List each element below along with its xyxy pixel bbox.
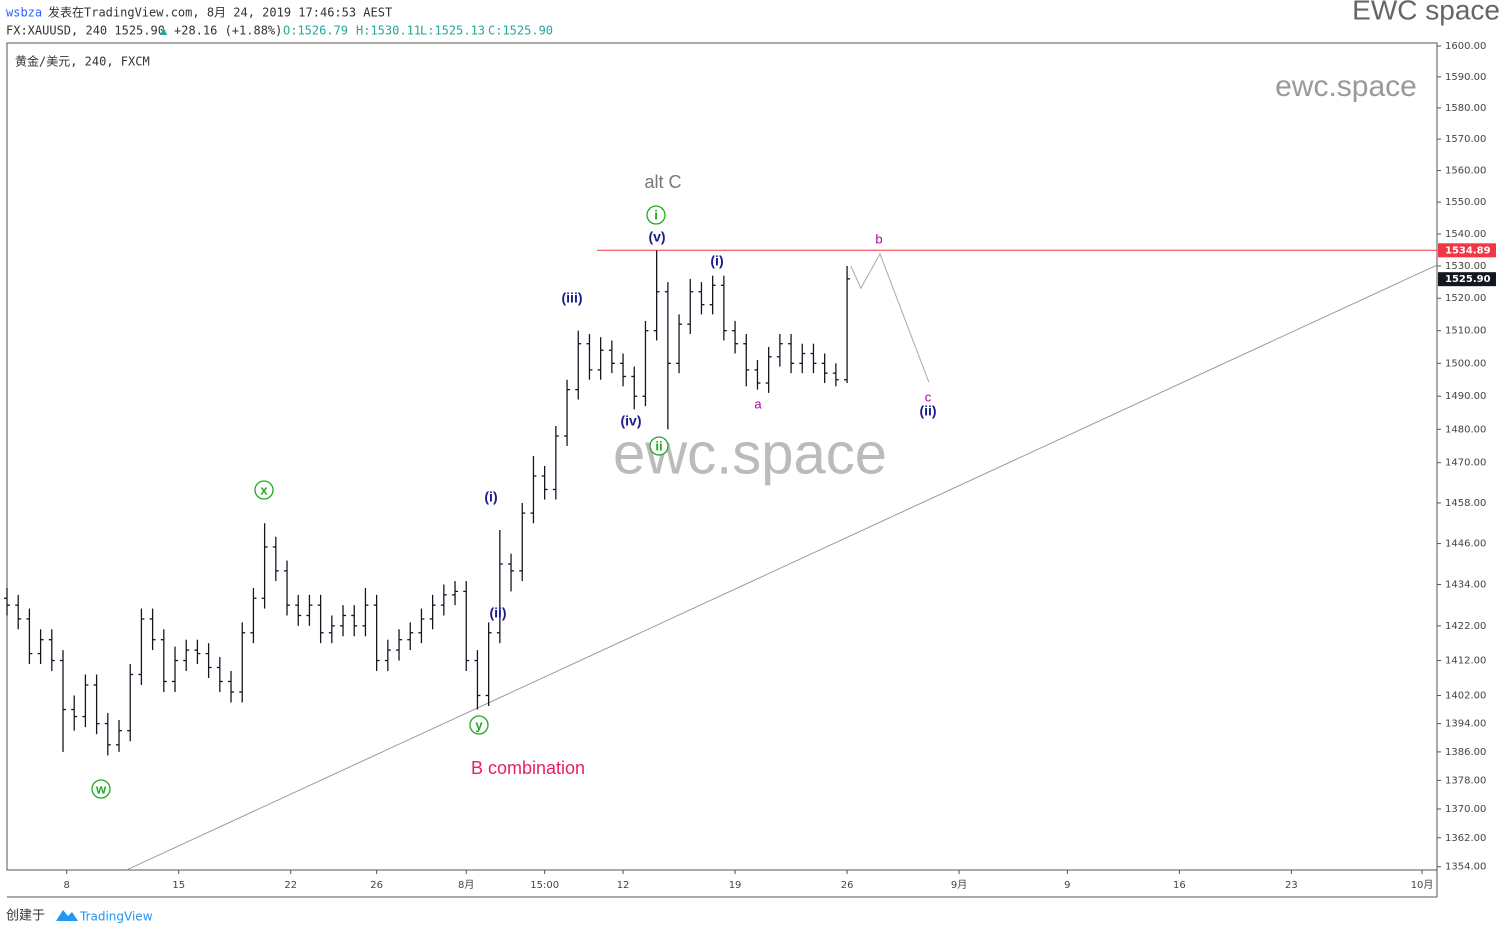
y-tick-label: 1490.00	[1445, 391, 1486, 402]
wave-circle	[646, 205, 666, 225]
wave-label: ii	[655, 438, 662, 453]
x-tick-label: 16	[1173, 880, 1186, 891]
change-arrow: ▲	[160, 24, 168, 38]
symbol-line: FX:XAUUSD, 240 1525.90	[6, 24, 165, 38]
wave-label: B combination	[471, 758, 585, 778]
y-tick-label: 1570.00	[1445, 134, 1486, 145]
price-label: 1534.89	[1445, 245, 1491, 256]
plot-frame	[6, 42, 1438, 871]
y-tick-label: 1362.00	[1445, 833, 1486, 844]
low: L:1525.13	[420, 24, 485, 38]
y-tick-label: 1386.00	[1445, 747, 1486, 758]
close: C:1525.90	[488, 24, 553, 38]
price-label: 1525.90	[1445, 274, 1491, 285]
y-tick-label: 1412.00	[1445, 656, 1486, 667]
wave-label: i	[654, 207, 658, 222]
wave-circle	[469, 715, 489, 735]
wave-label: b	[875, 231, 882, 246]
y-tick-label: 1422.00	[1445, 621, 1486, 632]
y-tick-label: 1370.00	[1445, 804, 1486, 815]
wave-label: (i)	[710, 253, 723, 269]
x-tick-label: 9	[1064, 880, 1070, 891]
y-tick-label: 1402.00	[1445, 690, 1486, 701]
x-tick-label: 9月	[951, 879, 967, 891]
y-tick-label: 1550.00	[1445, 197, 1486, 208]
y-tick-label: 1394.00	[1445, 719, 1486, 730]
wave-label: alt C	[644, 172, 681, 192]
y-tick-label: 1480.00	[1445, 424, 1486, 435]
wave-label: x	[260, 482, 268, 497]
y-tick-label: 1540.00	[1445, 229, 1486, 240]
y-tick-label: 1458.00	[1445, 498, 1486, 509]
wave-circle	[649, 436, 669, 456]
logo-icon	[56, 910, 78, 921]
x-tick-label: 19	[729, 880, 742, 891]
x-tick-label: 23	[1285, 880, 1298, 891]
x-tick-label: 12	[617, 880, 630, 891]
y-tick-label: 1510.00	[1445, 326, 1486, 337]
wave-label: a	[754, 396, 762, 411]
brand: EWC space	[1352, 0, 1500, 25]
y-tick-label: 1354.00	[1445, 862, 1486, 873]
trendline	[126, 264, 1438, 871]
open: O:1526.79	[283, 24, 348, 38]
footer-created: 创建于	[6, 909, 45, 924]
y-tick-label: 1378.00	[1445, 775, 1486, 786]
wave-label: (i)	[484, 489, 497, 505]
x-tick-label: 26	[841, 880, 854, 891]
y-tick-label: 1530.00	[1445, 261, 1486, 272]
x-tick-label: 22	[284, 880, 297, 891]
y-tick-label: 1446.00	[1445, 539, 1486, 550]
y-tick-label: 1600.00	[1445, 41, 1486, 52]
wave-label: y	[475, 717, 483, 732]
footer-logo[interactable]: TradingView	[79, 910, 153, 924]
x-tick-label: 15:00	[530, 880, 559, 891]
y-tick-label: 1520.00	[1445, 293, 1486, 304]
wave-label: (v)	[648, 229, 665, 245]
wave-label: (iii)	[562, 290, 583, 306]
y-tick-label: 1434.00	[1445, 580, 1486, 591]
published: 发表在TradingView.com, 8月 24, 2019 17:46:53…	[48, 5, 392, 20]
high: H:1530.11	[356, 24, 421, 38]
x-tick-label: 10月	[1411, 879, 1434, 891]
x-tick-label: 8	[64, 880, 70, 891]
wave-label: (iv)	[621, 413, 642, 429]
y-tick-label: 1470.00	[1445, 458, 1486, 469]
y-tick-label: 1560.00	[1445, 166, 1486, 177]
x-tick-label: 26	[370, 880, 383, 891]
wave-label: (ii)	[489, 605, 506, 621]
y-tick-label: 1580.00	[1445, 103, 1486, 114]
y-tick-label: 1590.00	[1445, 72, 1486, 83]
change: +28.16 (+1.88%)	[174, 24, 282, 38]
wave-circle	[254, 480, 274, 500]
price-label-box	[1438, 243, 1496, 258]
wave-label: c	[925, 389, 932, 404]
x-tick-label: 15	[172, 880, 185, 891]
wave-label: (ii)	[919, 403, 936, 419]
legend: 黄金/美元, 240, FXCM	[15, 54, 150, 69]
watermark: ewc.space	[1275, 70, 1417, 103]
wave-circle	[91, 779, 111, 799]
projection	[850, 252, 930, 383]
price-label-box	[1438, 272, 1496, 287]
wave-label: w	[95, 781, 107, 796]
user: wsbza	[6, 6, 42, 20]
y-tick-label: 1500.00	[1445, 358, 1486, 369]
x-tick-label: 8月	[458, 879, 474, 891]
